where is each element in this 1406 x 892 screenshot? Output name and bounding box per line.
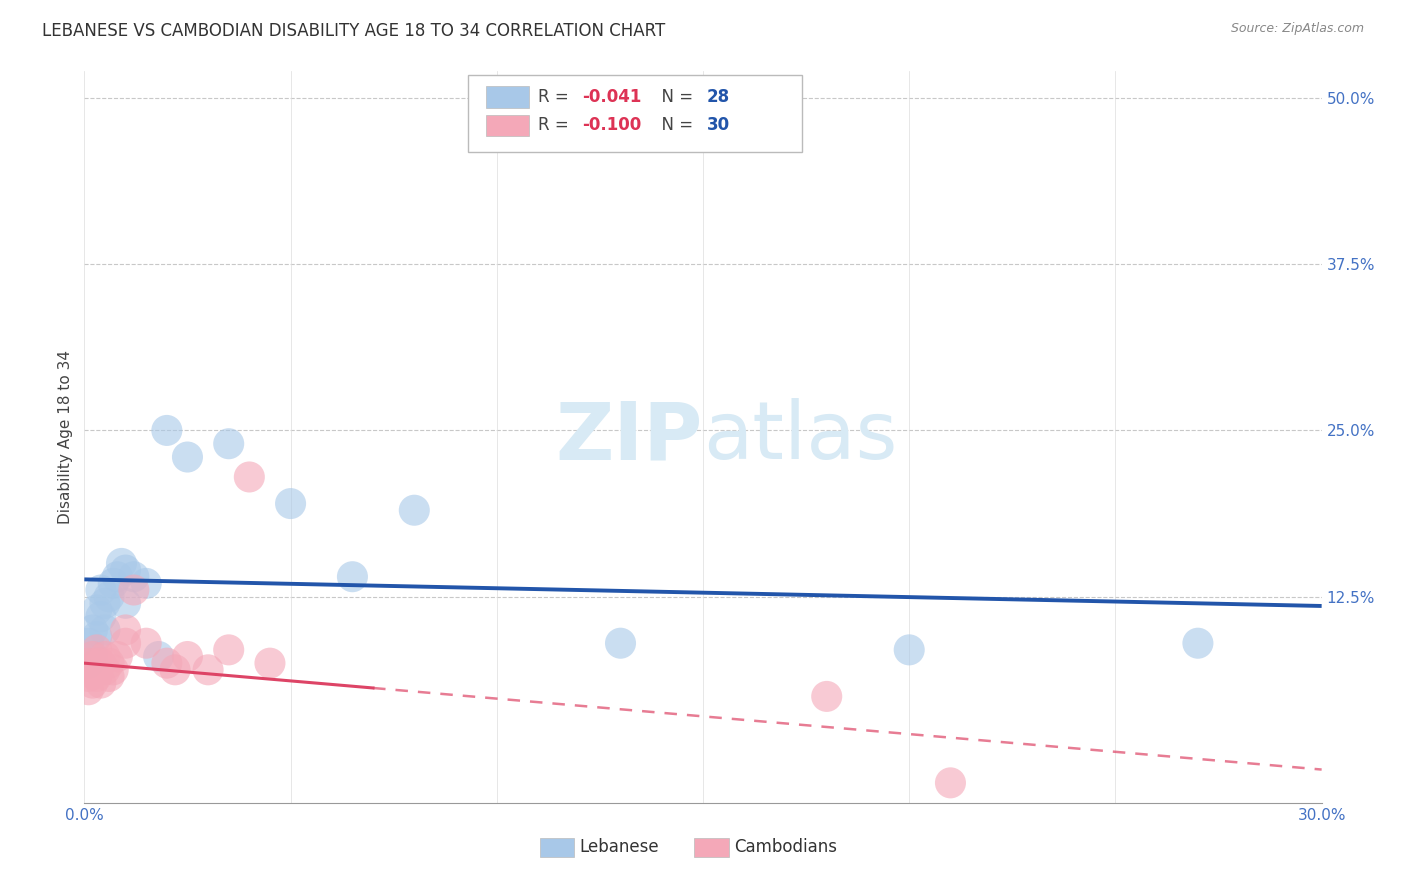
Point [815,690,838,704]
Point [94,649,117,664]
Y-axis label: Disability Age 18 to 34: Disability Age 18 to 34 [58,350,73,524]
Point [156,656,179,670]
Point [77,656,100,670]
Point [90,656,112,670]
FancyBboxPatch shape [486,86,529,108]
Point [939,776,962,790]
Point [176,649,198,664]
Point [103,663,125,677]
Text: Source: ZipAtlas.com: Source: ZipAtlas.com [1230,22,1364,36]
Point [898,643,921,657]
FancyBboxPatch shape [486,114,529,136]
Point [98,656,121,670]
Point [135,636,157,650]
Point [82,676,104,690]
Point [259,656,281,670]
Point [90,609,112,624]
Point [77,636,100,650]
Point [105,570,128,584]
Text: R =: R = [538,88,575,106]
Point [82,649,104,664]
Point [86,656,108,670]
Point [218,643,240,657]
Point [148,649,170,664]
Point [98,669,121,683]
FancyBboxPatch shape [468,75,801,152]
Point [90,582,112,597]
Point [94,596,117,610]
Point [86,630,108,644]
Point [86,643,108,657]
Point [197,663,219,677]
Text: atlas: atlas [703,398,897,476]
Point [114,563,136,577]
Point [238,470,260,484]
Point [98,590,121,604]
Point [77,669,100,683]
Text: Cambodians: Cambodians [734,838,837,856]
Point [77,656,100,670]
Point [342,570,364,584]
Point [82,623,104,637]
Point [135,576,157,591]
Point [114,636,136,650]
Text: R =: R = [538,117,575,135]
Text: -0.041: -0.041 [582,88,641,106]
Point [105,649,128,664]
Point [609,636,631,650]
Text: Lebanese: Lebanese [579,838,659,856]
Text: 30: 30 [707,117,730,135]
Point [122,582,145,597]
Point [103,576,125,591]
Point [176,450,198,464]
Point [1187,636,1209,650]
Point [86,669,108,683]
Point [156,424,179,438]
Text: 28: 28 [707,88,730,106]
Point [404,503,426,517]
Point [82,649,104,664]
Text: N =: N = [651,117,699,135]
Text: LEBANESE VS CAMBODIAN DISABILITY AGE 18 TO 34 CORRELATION CHART: LEBANESE VS CAMBODIAN DISABILITY AGE 18 … [42,22,665,40]
Point [86,603,108,617]
FancyBboxPatch shape [540,838,574,857]
Text: ZIP: ZIP [555,398,703,476]
FancyBboxPatch shape [695,838,728,857]
Point [94,663,117,677]
Point [110,557,132,571]
Text: N =: N = [651,88,699,106]
Point [122,570,145,584]
Point [94,623,117,637]
Point [114,623,136,637]
Point [82,663,104,677]
Point [77,682,100,697]
Text: -0.100: -0.100 [582,117,641,135]
Point [218,436,240,450]
Point [280,497,302,511]
Point [165,663,187,677]
Point [90,676,112,690]
Point [114,596,136,610]
